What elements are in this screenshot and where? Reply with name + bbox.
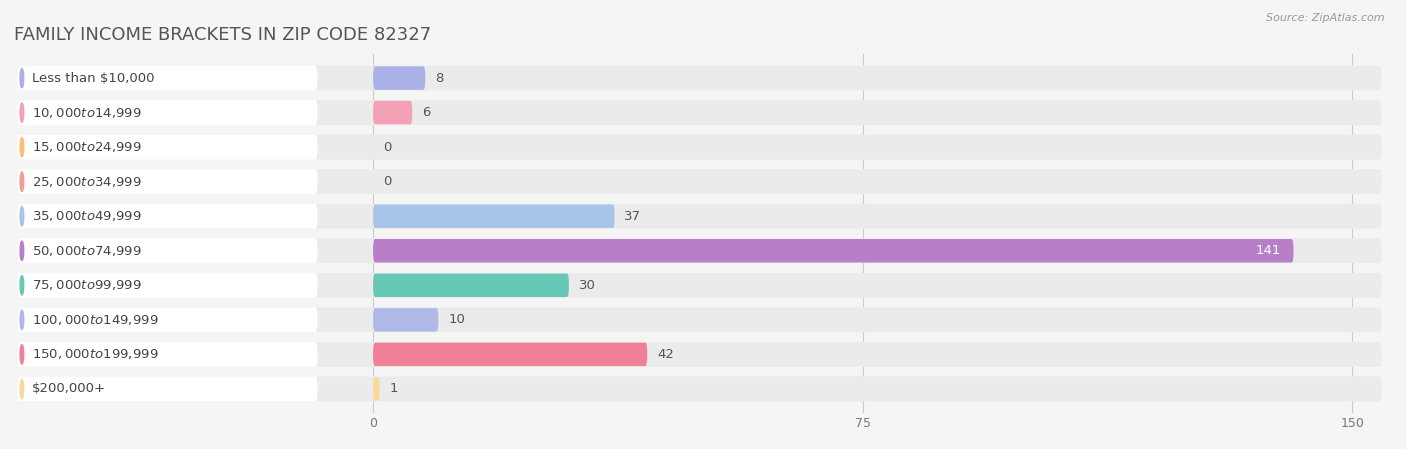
Circle shape (20, 345, 24, 364)
FancyBboxPatch shape (17, 135, 318, 159)
FancyBboxPatch shape (17, 169, 318, 194)
FancyBboxPatch shape (17, 308, 1382, 332)
Text: 1: 1 (389, 383, 398, 396)
FancyBboxPatch shape (373, 66, 426, 90)
FancyBboxPatch shape (17, 66, 1382, 91)
FancyBboxPatch shape (373, 308, 439, 331)
Text: 30: 30 (579, 279, 596, 292)
FancyBboxPatch shape (373, 377, 380, 401)
Circle shape (20, 172, 24, 191)
FancyBboxPatch shape (17, 238, 318, 263)
FancyBboxPatch shape (373, 239, 1294, 263)
Text: $10,000 to $14,999: $10,000 to $14,999 (32, 106, 142, 119)
Circle shape (20, 379, 24, 399)
FancyBboxPatch shape (17, 308, 318, 332)
FancyBboxPatch shape (17, 100, 1382, 125)
FancyBboxPatch shape (373, 204, 614, 228)
Text: Source: ZipAtlas.com: Source: ZipAtlas.com (1267, 13, 1385, 23)
FancyBboxPatch shape (17, 342, 318, 367)
FancyBboxPatch shape (17, 169, 1382, 194)
Text: $75,000 to $99,999: $75,000 to $99,999 (32, 278, 142, 292)
FancyBboxPatch shape (17, 204, 318, 229)
Text: Less than $10,000: Less than $10,000 (32, 71, 155, 84)
Circle shape (20, 310, 24, 330)
Circle shape (20, 276, 24, 295)
FancyBboxPatch shape (17, 238, 1382, 263)
FancyBboxPatch shape (17, 376, 1382, 401)
Text: 141: 141 (1256, 244, 1281, 257)
FancyBboxPatch shape (17, 135, 1382, 159)
Text: $150,000 to $199,999: $150,000 to $199,999 (32, 348, 159, 361)
Circle shape (20, 103, 24, 122)
Circle shape (20, 137, 24, 157)
Text: $25,000 to $34,999: $25,000 to $34,999 (32, 175, 142, 189)
FancyBboxPatch shape (373, 343, 647, 366)
Circle shape (20, 241, 24, 260)
FancyBboxPatch shape (17, 66, 318, 91)
Text: 10: 10 (449, 313, 465, 326)
Text: 0: 0 (382, 175, 391, 188)
Text: $200,000+: $200,000+ (32, 383, 105, 396)
Text: 42: 42 (657, 348, 673, 361)
Text: 8: 8 (434, 71, 443, 84)
FancyBboxPatch shape (17, 273, 1382, 298)
FancyBboxPatch shape (17, 273, 318, 298)
FancyBboxPatch shape (17, 376, 318, 401)
FancyBboxPatch shape (17, 100, 318, 125)
FancyBboxPatch shape (373, 273, 569, 297)
FancyBboxPatch shape (17, 204, 1382, 229)
Text: $100,000 to $149,999: $100,000 to $149,999 (32, 313, 159, 327)
Text: $15,000 to $24,999: $15,000 to $24,999 (32, 140, 142, 154)
FancyBboxPatch shape (373, 101, 412, 124)
Text: $35,000 to $49,999: $35,000 to $49,999 (32, 209, 142, 223)
Text: 0: 0 (382, 141, 391, 154)
Text: $50,000 to $74,999: $50,000 to $74,999 (32, 244, 142, 258)
Circle shape (20, 68, 24, 88)
Circle shape (20, 207, 24, 226)
FancyBboxPatch shape (17, 342, 1382, 367)
Text: FAMILY INCOME BRACKETS IN ZIP CODE 82327: FAMILY INCOME BRACKETS IN ZIP CODE 82327 (14, 26, 432, 44)
Text: 6: 6 (422, 106, 430, 119)
Text: 37: 37 (624, 210, 641, 223)
